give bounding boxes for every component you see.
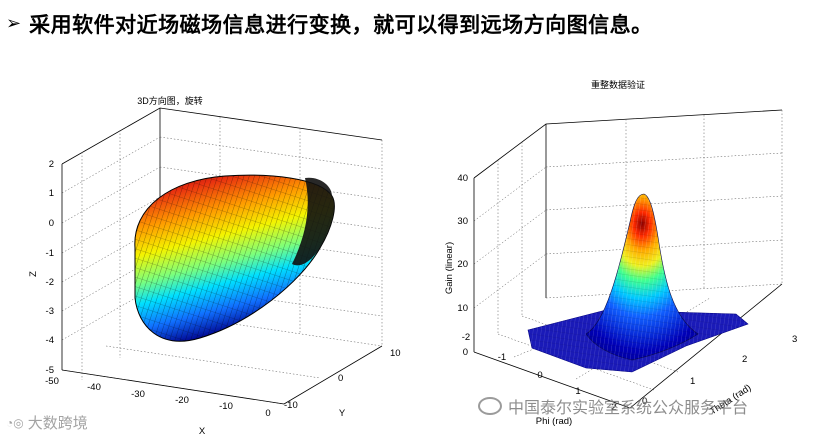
left-z-tick: -5 (46, 365, 54, 376)
bullet-arrow-icon: ➢ (6, 13, 22, 34)
left-x-tick: -50 (45, 376, 59, 387)
wechat-icon (478, 397, 502, 415)
left-y-tick: 10 (390, 348, 401, 359)
logo-icon: ◔◎ (6, 415, 24, 430)
right-plot-title: 重整数据验证 (591, 79, 645, 90)
left-z-tick: -1 (46, 248, 54, 259)
right-x-axis-label: Phi (rad) (536, 416, 572, 427)
right-x-tick: 2 (611, 402, 616, 413)
left-y-ticks: 10 0 -10 (284, 348, 401, 411)
right-z-ticks: 40 30 20 10 0 (457, 173, 468, 358)
slide-title-text: 采用软件对近场磁场信息进行变换，就可以得到远场方向图信息。 (29, 14, 653, 37)
left-x-tick: -10 (219, 401, 233, 412)
right-z-tick: 40 (457, 173, 468, 184)
left-z-tick: -3 (46, 306, 54, 317)
left-z-tick: -4 (46, 335, 54, 346)
left-plot-title: 3D方向图，旋转 (137, 95, 203, 106)
right-gain-surface (527, 193, 749, 373)
left-y-tick: -10 (284, 400, 298, 411)
right-y-tick: 3 (792, 334, 797, 345)
right-z-tick: 30 (457, 216, 468, 227)
left-y-axis-label: Y (339, 408, 346, 419)
source-watermark-text: 大数跨境 (27, 415, 88, 432)
wechat-watermark: 中国泰尔实验室系统公众服务平台 (478, 394, 748, 418)
right-y-ticks: 0 1 2 3 (642, 334, 797, 407)
left-y-tick: 0 (338, 373, 343, 384)
right-x-tick: -2 (462, 332, 470, 343)
right-x-ticks: -2 -1 0 1 2 (462, 332, 617, 413)
left-z-tick: 2 (49, 159, 54, 170)
left-radiation-lobe (134, 174, 335, 342)
right-x-tick: 0 (537, 370, 542, 381)
watermark-text: 中国泰尔实验室系统公众服务平台 (508, 400, 749, 417)
left-x-ticks: -50 -40 -30 -20 -10 0 (45, 376, 271, 419)
right-y-tick: 2 (742, 354, 747, 365)
left-z-tick: -2 (46, 277, 54, 288)
right-plot-canvas: 重整数据验证 (444, 79, 797, 427)
left-x-tick: 0 (265, 408, 270, 419)
right-y-tick: 1 (690, 376, 695, 387)
left-3d-plot: 3D方向图，旋转 (20, 88, 420, 440)
left-plot-canvas: 3D方向图，旋转 (28, 95, 401, 437)
left-x-axis-label: X (199, 426, 206, 437)
left-z-tick: 1 (49, 188, 54, 199)
slide-title: ➢ 采用软件对近场磁场信息进行变换，就可以得到远场方向图信息。 (6, 8, 826, 40)
left-x-tick: -20 (175, 395, 189, 406)
right-z-tick: 20 (457, 259, 468, 270)
right-z-tick: 0 (463, 347, 468, 358)
source-watermark: ◔◎ 大数跨境 (6, 412, 88, 433)
left-z-axis-label: Z (28, 271, 39, 277)
right-x-tick: -1 (498, 352, 506, 363)
left-x-tick: -30 (131, 389, 145, 400)
right-z-axis-label: Gain (linear) (444, 242, 455, 294)
left-x-tick: -40 (87, 382, 101, 393)
right-3d-plot: 重整数据验证 (436, 72, 826, 440)
left-z-ticks: 2 1 0 -1 -2 -3 -4 -5 (46, 159, 54, 376)
left-z-tick: 0 (49, 218, 54, 229)
right-y-tick: 0 (642, 396, 647, 407)
right-z-tick: 10 (457, 303, 468, 314)
right-x-tick: 1 (575, 386, 580, 397)
